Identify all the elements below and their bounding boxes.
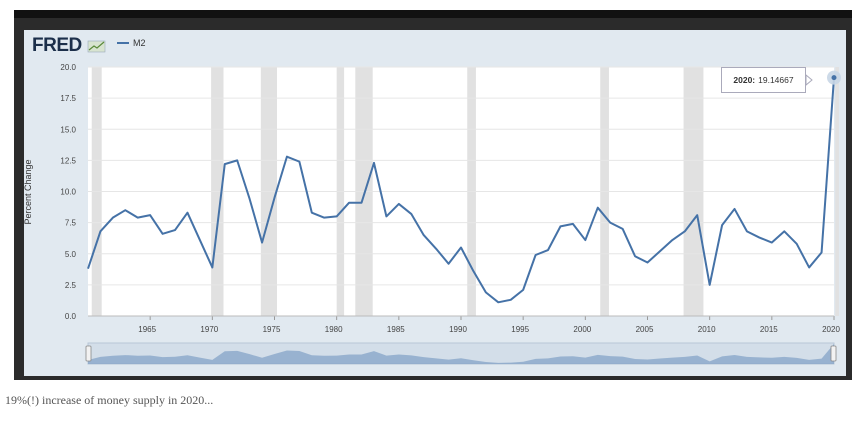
y-tick-label: 0.0 — [65, 312, 77, 321]
x-tick-label: 2020 — [822, 325, 840, 334]
data-tooltip: 2020: 19.14667 — [721, 67, 806, 93]
x-tick-label: 1975 — [263, 325, 281, 334]
y-tick-label: 2.5 — [65, 281, 77, 290]
y-tick-label: 10.0 — [60, 188, 76, 197]
chart-logo-icon — [87, 40, 105, 53]
y-tick-label: 12.5 — [60, 156, 76, 165]
x-tick-label: 2000 — [573, 325, 591, 334]
x-tick-label: 1970 — [200, 325, 218, 334]
x-tick-label: 2010 — [698, 325, 716, 334]
y-tick-label: 7.5 — [65, 219, 77, 228]
x-tick-label: 1990 — [449, 325, 467, 334]
y-tick-label: 15.0 — [60, 125, 76, 134]
y-tick-label: 20.0 — [60, 63, 76, 72]
navigator-handle-left — [85, 345, 92, 362]
navigator-area — [88, 343, 834, 364]
chart-plot[interactable]: 0.0 2.5 5.0 7.5 10.0 12.5 15.0 17.5 20.0 1965 1970… — [0, 0, 868, 380]
y-tick-label: 17.5 — [60, 94, 76, 103]
legend-label-m2: M2 — [133, 38, 146, 48]
x-tick-label: 1995 — [511, 325, 529, 334]
top-bar — [14, 10, 852, 20]
tooltip-value: 19.14667 — [758, 75, 794, 85]
highlight-point — [831, 75, 837, 81]
navigator-handle-right — [830, 345, 837, 362]
x-tick-label: 1985 — [387, 325, 405, 334]
tooltip-pointer — [805, 73, 813, 87]
chart-legend[interactable]: M2 — [117, 38, 146, 48]
tooltip-label: 2020: — [733, 75, 756, 85]
recession-band — [835, 67, 839, 316]
fred-logo-text: FRED — [32, 35, 82, 56]
y-tick-label: 5.0 — [65, 250, 77, 259]
series-line-m2 — [87, 77, 835, 304]
legend-swatch-m2 — [117, 42, 129, 44]
x-tick-label: 1980 — [325, 325, 343, 334]
caption-text: 19%(!) increase of money supply in 2020.… — [5, 393, 214, 407]
x-tick-label: 2015 — [760, 325, 778, 334]
x-tick-label: 2005 — [636, 325, 654, 334]
x-tick-label: 1965 — [138, 325, 156, 334]
fred-logo[interactable]: FRED — [32, 35, 107, 57]
